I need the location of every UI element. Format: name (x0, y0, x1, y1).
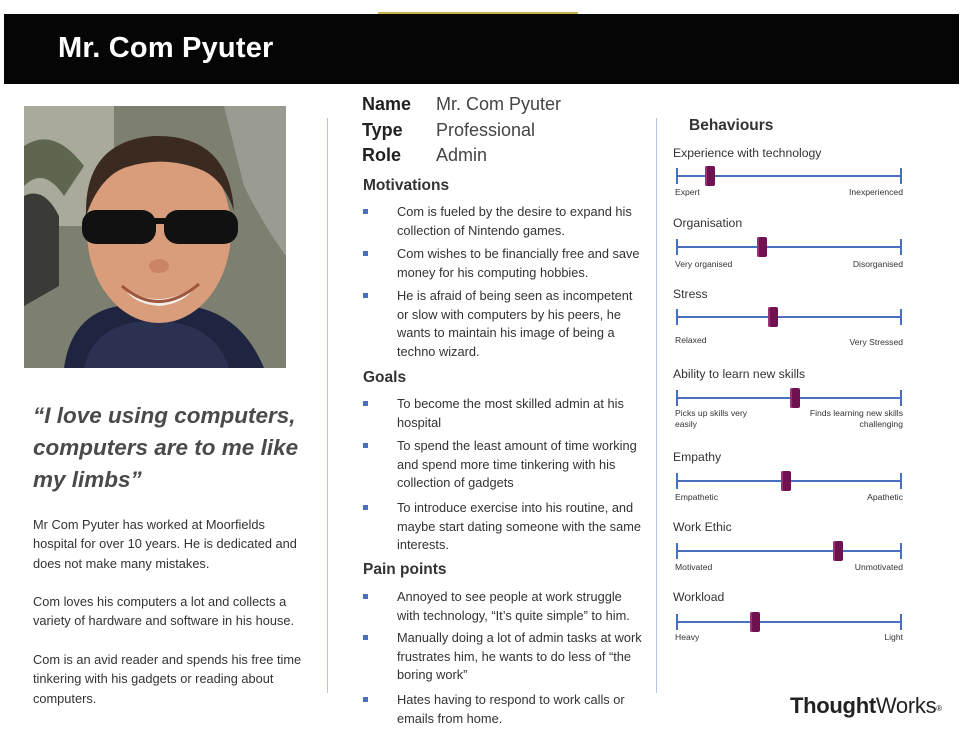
column-divider (656, 118, 657, 693)
scale-label: Experience with technology (673, 146, 822, 160)
info-type-label: Type (362, 120, 403, 140)
pain-point-text: Hates having to respond to work calls or… (397, 692, 625, 726)
bio-paragraph: Com is an avid reader and spends his fre… (33, 652, 302, 706)
scale-marker (790, 388, 801, 408)
scale-high-label: Inexperienced (849, 187, 903, 197)
bullet-icon (363, 443, 368, 448)
scale-tick-left (676, 239, 678, 255)
goal-text: To spend the least amount of time workin… (397, 438, 637, 491)
scale-high-label: Unmotivated (854, 562, 903, 572)
scale-tick-left (676, 614, 678, 630)
info-role-label: Role (362, 145, 402, 165)
behaviour-scale-workload: Workload Heavy Light (673, 590, 903, 650)
scale-high-label: Light (884, 632, 903, 642)
behaviour-scale-experience: Experience with technology Expert Inexpe… (673, 146, 903, 206)
scale-label: Work Ethic (673, 520, 732, 534)
page-title: Mr. Com Pyuter (58, 32, 274, 64)
scale-marker (704, 166, 715, 186)
header-bar: Mr. Com Pyuter (4, 14, 959, 84)
behaviour-scale-stress: Stress Relaxed Very Stressed (673, 287, 903, 347)
scale-low-label: Picks up skills very easily (675, 408, 748, 429)
scale-label: Workload (673, 590, 725, 604)
bio-paragraph: Com loves his computers a lot and collec… (33, 594, 295, 629)
scale-tick-left (676, 309, 678, 325)
pain-point-text: Manually doing a lot of admin tasks at w… (397, 630, 642, 683)
scale-low-label: Heavy (675, 632, 700, 642)
scale-marker (781, 471, 792, 491)
goal-text: To become the most skilled admin at his … (397, 396, 624, 430)
logo-regular-text: Works (875, 693, 937, 718)
info-role-value: Admin (436, 145, 488, 165)
persona-portrait-image (24, 106, 286, 368)
scale-label: Organisation (673, 216, 743, 230)
scale-high-label: Apathetic (867, 492, 903, 502)
scale-tick-left (676, 473, 678, 489)
pain-point-text: Annoyed to see people at work struggle w… (397, 589, 630, 623)
scale-track (676, 246, 901, 248)
scale-marker (833, 541, 843, 561)
behaviour-scale-empathy: Empathy Empathetic Apathetic (673, 450, 903, 510)
persona-quote: “I love using computers, computers are t… (33, 403, 299, 492)
bio-paragraph: Mr Com Pyuter has worked at Moorfields h… (33, 517, 297, 571)
info-name-label: Name (362, 94, 412, 114)
scale-tick-left (676, 168, 678, 184)
scale-marker (756, 237, 767, 257)
column-divider (327, 118, 328, 693)
info-type-value: Professional (436, 120, 536, 140)
scale-tick-left (676, 543, 678, 559)
behaviours-heading: Behaviours (689, 117, 774, 134)
scale-track (676, 316, 901, 318)
behaviour-scale-learning: Ability to learn new skills Picks up ski… (673, 367, 903, 429)
bullet-icon (363, 697, 368, 702)
logo-bold-text: Thought (790, 693, 876, 718)
scale-low-label: Expert (675, 187, 700, 197)
pain-points-heading: Pain points (363, 561, 447, 578)
scale-label: Ability to learn new skills (673, 367, 806, 381)
scale-track (676, 397, 901, 399)
motivation-text: He is afraid of being seen as incompeten… (397, 288, 633, 360)
scale-label: Stress (673, 287, 708, 301)
scale-tick-right (900, 239, 902, 255)
scale-high-label: Very Stressed (849, 337, 904, 347)
motivation-text: Com wishes to be financially free and sa… (397, 246, 640, 280)
goal-text: To introduce exercise into his routine, … (397, 500, 641, 553)
goals-heading: Goals (363, 369, 407, 386)
thoughtworks-logo: ThoughtWorks® (790, 693, 942, 719)
bullet-icon (363, 251, 368, 256)
scale-tick-right (900, 168, 902, 184)
scale-track (676, 621, 901, 623)
scale-marker (767, 307, 778, 327)
bullet-icon (363, 505, 368, 510)
behaviour-scale-work-ethic: Work Ethic Motivated Unmotivated (673, 520, 903, 580)
header-accent-line (378, 12, 578, 14)
bullet-icon (363, 594, 368, 599)
registered-mark: ® (936, 704, 942, 713)
scale-tick-right (900, 543, 902, 559)
scale-low-label: Relaxed (675, 335, 707, 345)
scale-tick-right (900, 309, 902, 325)
scale-tick-right (900, 473, 902, 489)
scale-marker (749, 612, 760, 632)
bullet-icon (363, 635, 368, 640)
scale-track (676, 175, 901, 177)
persona-photo (24, 106, 286, 368)
scale-tick-right (900, 614, 902, 630)
scale-tick-left (676, 390, 678, 406)
scale-low-label: Very organised (675, 259, 733, 269)
info-name-value: Mr. Com Pyuter (436, 94, 562, 114)
scale-high-label: Disorganised (852, 259, 903, 269)
motivation-text: Com is fueled by the desire to expand hi… (397, 204, 632, 238)
motivations-heading: Motivations (363, 177, 450, 194)
bullet-icon (363, 209, 368, 214)
bullet-icon (363, 401, 368, 406)
bullet-icon (363, 293, 368, 298)
scale-track (676, 550, 901, 552)
scale-low-label: Empathetic (675, 492, 718, 502)
behaviour-scale-organisation: Organisation Very organised Disorganised (673, 216, 903, 276)
scale-high-label: Finds learning new skills challenging (809, 408, 903, 429)
scale-low-label: Motivated (675, 562, 713, 572)
scale-label: Empathy (673, 450, 722, 464)
scale-tick-right (900, 390, 902, 406)
